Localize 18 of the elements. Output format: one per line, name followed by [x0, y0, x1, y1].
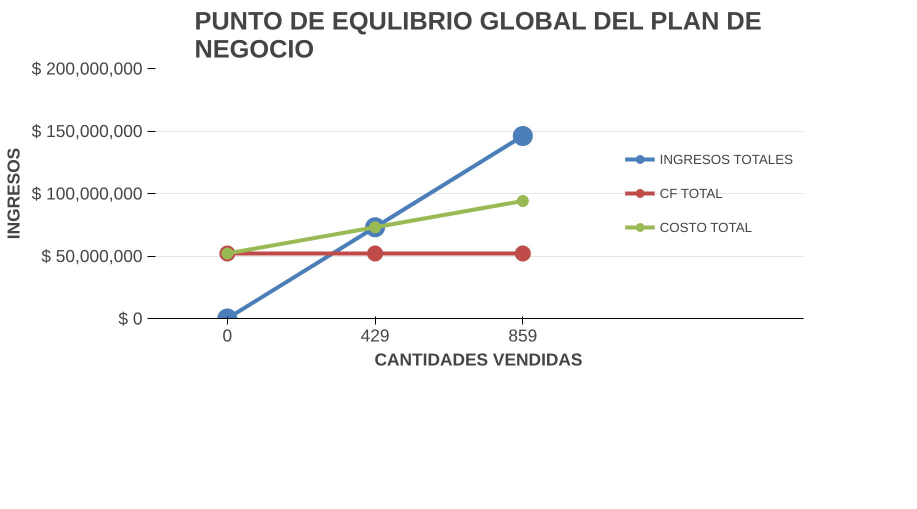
point: [516, 195, 529, 207]
legend-label: INGRESOS TOTALES: [660, 152, 793, 166]
legend-label: COSTO TOTAL: [660, 220, 752, 234]
point: [512, 126, 533, 146]
chart-title: PUNTO DE EQULIBRIO GLOBAL DEL PLAN DE NEGOCIO: [194, 8, 762, 64]
x-tick-label: 429: [360, 326, 390, 346]
y-tick-label: $ 100,000,000: [32, 184, 143, 204]
y-tick-label: $ 0: [118, 308, 143, 328]
point: [514, 246, 531, 262]
y-tick-label: $ 200,000,000: [32, 58, 143, 78]
x-tick-label: 859: [508, 326, 538, 346]
y-tick-label: $ 150,000,000: [32, 121, 143, 141]
x-axis-title: CANTIDADES VENDIDAS: [374, 350, 582, 370]
y-axis-title: INGRESOS: [4, 148, 24, 240]
y-tick-label: $ 50,000,000: [41, 246, 143, 266]
x-tick-label: 0: [222, 326, 232, 346]
point: [367, 246, 384, 262]
legend-label: CF TOTAL: [660, 186, 723, 200]
